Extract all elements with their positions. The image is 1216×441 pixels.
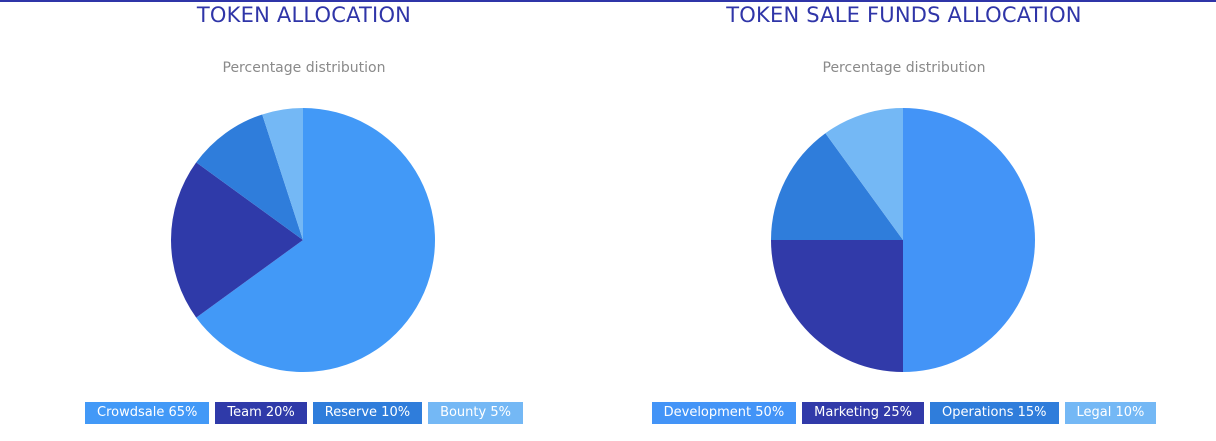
pie-slice-reserve[interactable] [196,114,303,240]
legend-item-legal[interactable]: Legal 10% [1064,402,1157,424]
pie-slice-crowdsale[interactable] [196,108,435,372]
legend-item-crowdsale[interactable]: Crowdsale 65% [85,402,210,424]
legend-item-operations[interactable]: Operations 15% [930,402,1059,424]
top-border [0,0,1216,2]
chart-legend: Development 50% Marketing 25% Operations… [600,402,1208,424]
pie-slice-marketing[interactable] [771,240,903,372]
token-allocation-panel: TOKEN ALLOCATION Percentage distribution… [0,3,608,424]
legend-item-development[interactable]: Development 50% [651,402,797,424]
chart-title: TOKEN ALLOCATION [196,3,412,27]
legend-item-marketing[interactable]: Marketing 25% [802,402,924,424]
legend-item-team[interactable]: Team 20% [215,402,307,424]
legend-item-bounty[interactable]: Bounty 5% [428,402,523,424]
token-sale-funds-panel: TOKEN SALE FUNDS ALLOCATION Percentage d… [600,0,1208,441]
legend-item-reserve[interactable]: Reserve 10% [312,402,423,424]
pie-chart-token-allocation [170,108,435,372]
pie-slice-legal[interactable] [825,108,903,240]
chart-title: TOKEN SALE FUNDS ALLOCATION [726,3,1082,27]
pie-slice-operations[interactable] [771,133,903,240]
pie-slice-development[interactable] [903,108,1035,372]
chart-subtitle: Percentage distribution [822,60,986,76]
pie-chart-token-sale-funds [771,108,1035,372]
pie-slice-team[interactable] [170,162,303,318]
chart-subtitle: Percentage distribution [222,60,386,76]
chart-legend: Crowdsale 65% Team 20% Reserve 10% Bount… [0,402,608,424]
pie-slice-bounty[interactable] [262,108,303,240]
